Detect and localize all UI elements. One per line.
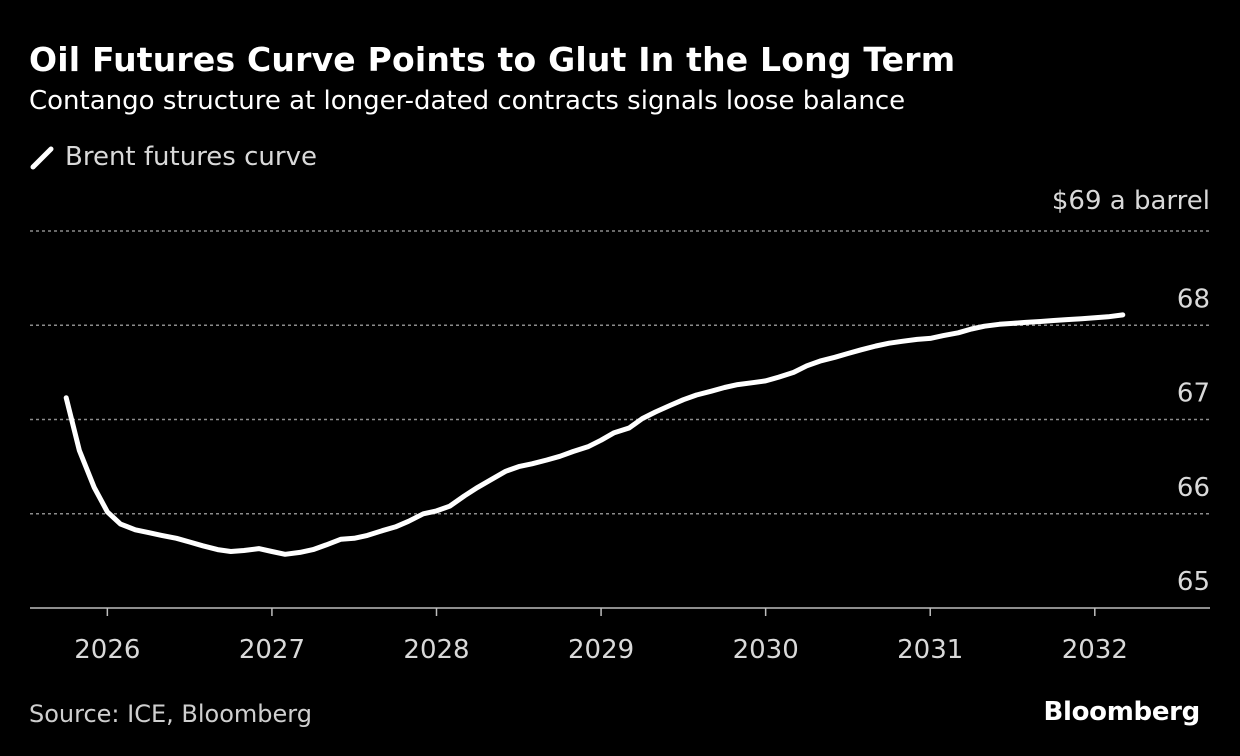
source-note: Source: ICE, Bloomberg: [29, 700, 312, 728]
x-tick-label: 2026: [74, 635, 140, 665]
y-axis-unit-label: $69 a barrel: [1051, 186, 1210, 216]
y-tick-label: 65: [1177, 567, 1210, 597]
chart-title: Oil Futures Curve Points to Glut In the …: [29, 40, 956, 79]
legend-line-icon: [30, 146, 54, 170]
x-tick-label: 2028: [403, 635, 469, 665]
brent-futures-curve-line: [63, 312, 1126, 557]
y-tick-label: 68: [1177, 284, 1210, 314]
x-tick-label: 2029: [568, 635, 634, 665]
x-tick-label: 2032: [1062, 635, 1128, 665]
x-tick-label: 2030: [733, 635, 799, 665]
legend: Brent futures curve: [29, 142, 317, 172]
x-tick-label: 2031: [897, 635, 963, 665]
legend-label: Brent futures curve: [65, 142, 317, 172]
y-tick-label: 66: [1177, 473, 1210, 503]
y-tick-label: 67: [1177, 379, 1210, 409]
x-tick-label: 2027: [239, 635, 305, 665]
chart-subtitle: Contango structure at longer-dated contr…: [29, 86, 906, 116]
bloomberg-logo: Bloomberg: [1043, 697, 1200, 727]
